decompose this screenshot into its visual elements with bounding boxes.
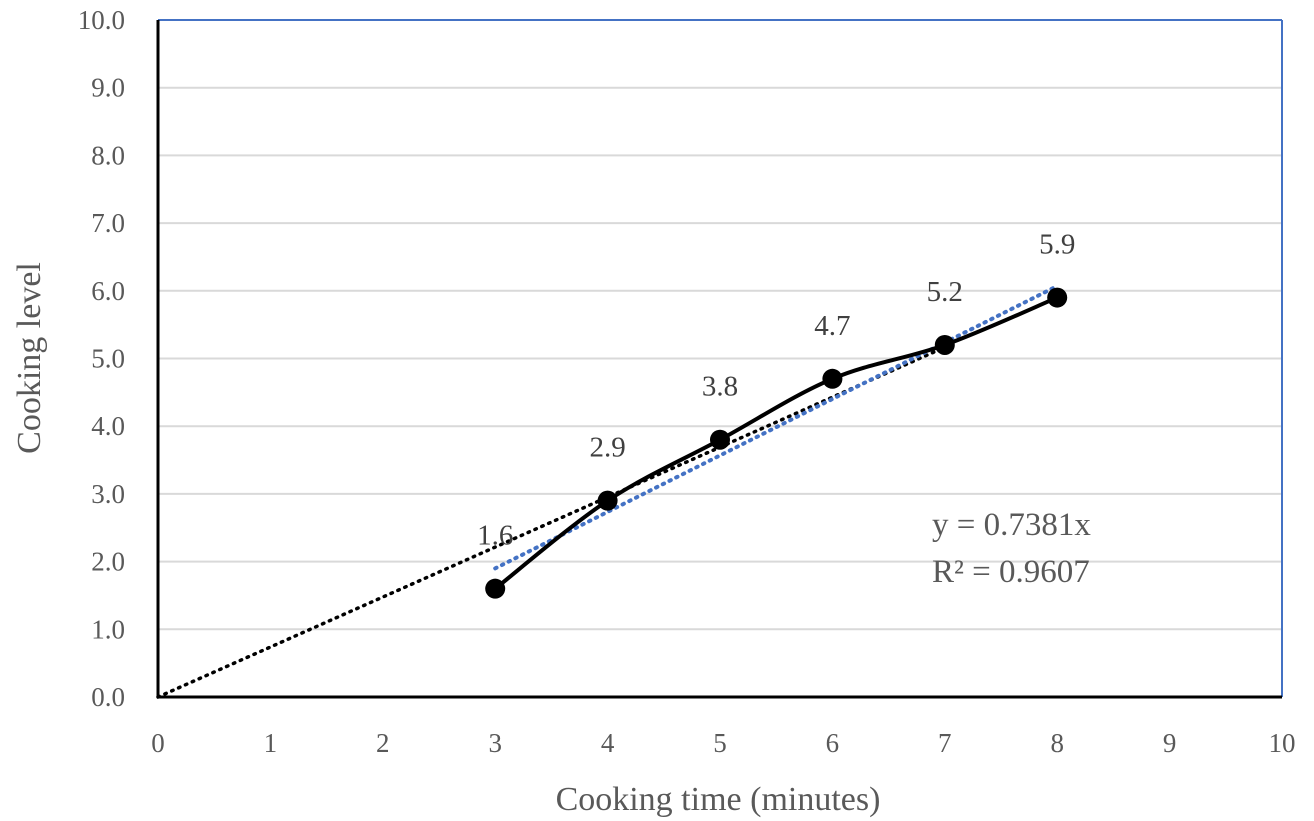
trendlines (156, 284, 1060, 699)
y-tick-label-9: 9.0 (91, 73, 125, 103)
y-tick-label-8: 8.0 (91, 140, 125, 170)
x-tick-label-1: 1 (264, 728, 278, 758)
x-tick-label-3: 3 (488, 728, 502, 758)
x-tick-label-2: 2 (376, 728, 390, 758)
data-series (485, 287, 1068, 599)
x-tick-label-10: 10 (1269, 728, 1296, 758)
x-tick-label-0: 0 (151, 728, 165, 758)
x-tick-labels: 0 1 2 3 4 5 6 7 8 9 10 (151, 728, 1295, 758)
y-tick-label-2: 2.0 (91, 547, 125, 577)
data-point-1 (597, 490, 618, 511)
x-tick-label-5: 5 (713, 728, 727, 758)
y-tick-label-4: 4.0 (91, 411, 125, 441)
x-tick-label-4: 4 (601, 728, 615, 758)
y-axis-title: Cooking level (11, 262, 48, 454)
y-tick-label-7: 7.0 (91, 208, 125, 238)
data-point-2 (710, 429, 730, 450)
x-tick-label-9: 9 (1163, 728, 1177, 758)
data-label-2: 3.8 (702, 371, 738, 403)
trendline-1 (493, 284, 1060, 571)
y-tick-label-3: 3.0 (91, 479, 125, 509)
y-tick-label-10: 10.0 (78, 5, 125, 35)
x-tick-label-8: 8 (1050, 728, 1064, 758)
trendline-0 (156, 345, 947, 699)
equation-label: y = 0.7381x (932, 507, 1091, 543)
data-label-5: 5.9 (1039, 229, 1075, 261)
data-point-4 (934, 334, 955, 355)
data-point-3 (822, 368, 843, 389)
y-tick-labels: 0.0 1.0 2.0 3.0 4.0 5.0 6.0 7.0 8.0 9.0 10.0 (78, 5, 125, 712)
x-tick-label-7: 7 (938, 728, 952, 758)
data-point-0 (485, 578, 506, 599)
series-line-0 (493, 295, 1058, 591)
y-tick-label-5: 5.0 (91, 344, 125, 374)
y-tick-label-1: 1.0 (91, 614, 125, 644)
y-tick-label-0: 0.0 (91, 682, 125, 712)
data-labels: 1.6 2.9 3.8 4.7 5.2 5.9 (477, 229, 1075, 552)
data-label-3: 4.7 (814, 310, 850, 342)
r-squared-label: R² = 0.9607 (932, 554, 1090, 590)
data-label-0: 1.6 (477, 520, 513, 552)
gridlines (156, 19, 1283, 699)
y-tick-label-6: 6.0 (91, 276, 125, 306)
data-point-5 (1047, 287, 1068, 308)
data-label-1: 2.9 (589, 432, 625, 464)
data-label-4: 5.2 (927, 276, 963, 308)
x-axis-title: Cooking time (minutes) (556, 781, 881, 818)
x-tick-label-6: 6 (826, 728, 840, 758)
